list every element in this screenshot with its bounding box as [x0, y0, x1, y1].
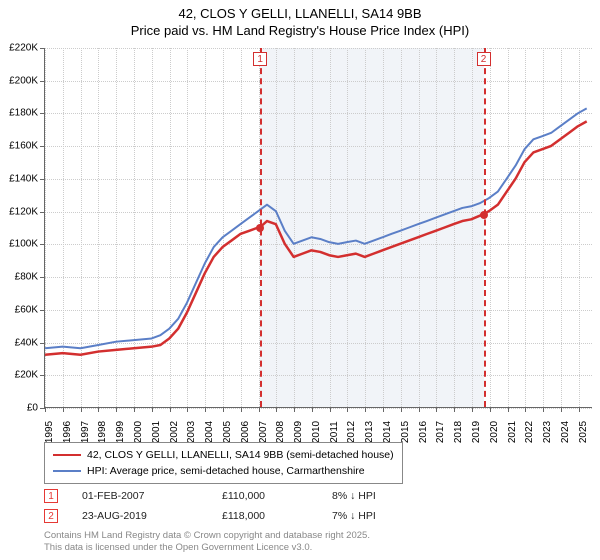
x-tick-label: 2005: [222, 421, 233, 443]
y-tick-label: £160K: [9, 141, 38, 152]
legend-row: HPI: Average price, semi-detached house,…: [53, 463, 394, 479]
x-tick-label: 2019: [471, 421, 482, 443]
legend-label: HPI: Average price, semi-detached house,…: [87, 465, 365, 477]
sales-table: 1 01-FEB-2007£110,0008% ↓ HPI 2 23-AUG-2019…: [44, 486, 442, 526]
sale-row: 1 01-FEB-2007£110,0008% ↓ HPI: [44, 486, 442, 506]
title-subtitle: Price paid vs. HM Land Registry's House …: [0, 23, 600, 38]
x-tick-label: 2001: [151, 421, 162, 443]
x-tick-label: 2016: [418, 421, 429, 443]
x-tick-label: 2020: [489, 421, 500, 443]
sale-row-marker: 2: [44, 509, 58, 523]
footer-line2: This data is licensed under the Open Gov…: [44, 542, 370, 554]
x-tick-label: 2014: [382, 421, 393, 443]
y-tick-label: £120K: [9, 206, 38, 217]
gridline-h: [45, 408, 592, 409]
y-tick-label: £0: [27, 403, 38, 414]
x-tick-label: 2002: [169, 421, 180, 443]
sale-price: £110,000: [222, 490, 332, 502]
x-tick-label: 1995: [44, 421, 55, 443]
x-tick-label: 2021: [507, 421, 518, 443]
legend-row: 42, CLOS Y GELLI, LLANELLI, SA14 9BB (se…: [53, 447, 394, 463]
sale-date: 23-AUG-2019: [82, 510, 222, 522]
y-tick-label: £140K: [9, 173, 38, 184]
y-tick-label: £80K: [15, 272, 38, 283]
footer-attribution: Contains HM Land Registry data © Crown c…: [44, 530, 370, 554]
x-tick-label: 2003: [186, 421, 197, 443]
sale-row-marker: 1: [44, 489, 58, 503]
x-tick-label: 2013: [364, 421, 375, 443]
y-tick-label: £40K: [15, 337, 38, 348]
sale-marker-box: 1: [253, 52, 267, 66]
x-tick-label: 2017: [435, 421, 446, 443]
legend-swatch: [53, 454, 81, 456]
x-tick-label: 2018: [453, 421, 464, 443]
x-axis: 1995 1996 1997 1998 1999 2000 2001 2002 2003 2004…: [44, 410, 592, 440]
sale-price: £118,000: [222, 510, 332, 522]
chart-plot-area: 12: [44, 48, 592, 408]
x-tick-label: 2007: [258, 421, 269, 443]
x-tick-label: 2023: [542, 421, 553, 443]
x-tick-label: 2008: [275, 421, 286, 443]
x-tick-label: 1996: [62, 421, 73, 443]
x-tick-label: 1998: [97, 421, 108, 443]
y-tick-label: £100K: [9, 239, 38, 250]
sale-delta: 8% ↓ HPI: [332, 490, 442, 502]
x-tick-label: 2015: [400, 421, 411, 443]
x-tick-label: 2000: [133, 421, 144, 443]
sale-dot: [256, 224, 264, 232]
title-address: 42, CLOS Y GELLI, LLANELLI, SA14 9BB: [0, 6, 600, 21]
sale-date: 01-FEB-2007: [82, 490, 222, 502]
chart-svg: [45, 48, 592, 407]
x-tick-label: 2012: [346, 421, 357, 443]
y-axis: £0£20K£40K£60K£80K£100K£120K£140K£160K£1…: [0, 48, 42, 408]
series-line: [45, 108, 587, 348]
y-tick-label: £60K: [15, 304, 38, 315]
chart-title-block: 42, CLOS Y GELLI, LLANELLI, SA14 9BB Pri…: [0, 0, 600, 38]
sale-delta: 7% ↓ HPI: [332, 510, 442, 522]
x-tick-label: 2024: [560, 421, 571, 443]
y-tick-label: £200K: [9, 75, 38, 86]
footer-line1: Contains HM Land Registry data © Crown c…: [44, 530, 370, 542]
x-tick-label: 2025: [578, 421, 589, 443]
sale-dot: [480, 211, 488, 219]
x-tick-label: 2004: [204, 421, 215, 443]
legend-label: 42, CLOS Y GELLI, LLANELLI, SA14 9BB (se…: [87, 449, 394, 461]
y-tick-label: £20K: [15, 370, 38, 381]
x-tick-label: 1999: [115, 421, 126, 443]
legend-box: 42, CLOS Y GELLI, LLANELLI, SA14 9BB (se…: [44, 442, 403, 484]
sale-marker-box: 2: [477, 52, 491, 66]
x-tick-label: 2006: [240, 421, 251, 443]
y-tick-label: £220K: [9, 43, 38, 54]
x-tick-label: 2010: [311, 421, 322, 443]
x-tick-label: 2009: [293, 421, 304, 443]
y-tick-label: £180K: [9, 108, 38, 119]
sale-vline: [484, 48, 486, 407]
x-tick-label: 1997: [80, 421, 91, 443]
x-tick-label: 2011: [329, 421, 340, 443]
legend-swatch: [53, 470, 81, 472]
x-tick-label: 2022: [524, 421, 535, 443]
sale-row: 2 23-AUG-2019£118,0007% ↓ HPI: [44, 506, 442, 526]
